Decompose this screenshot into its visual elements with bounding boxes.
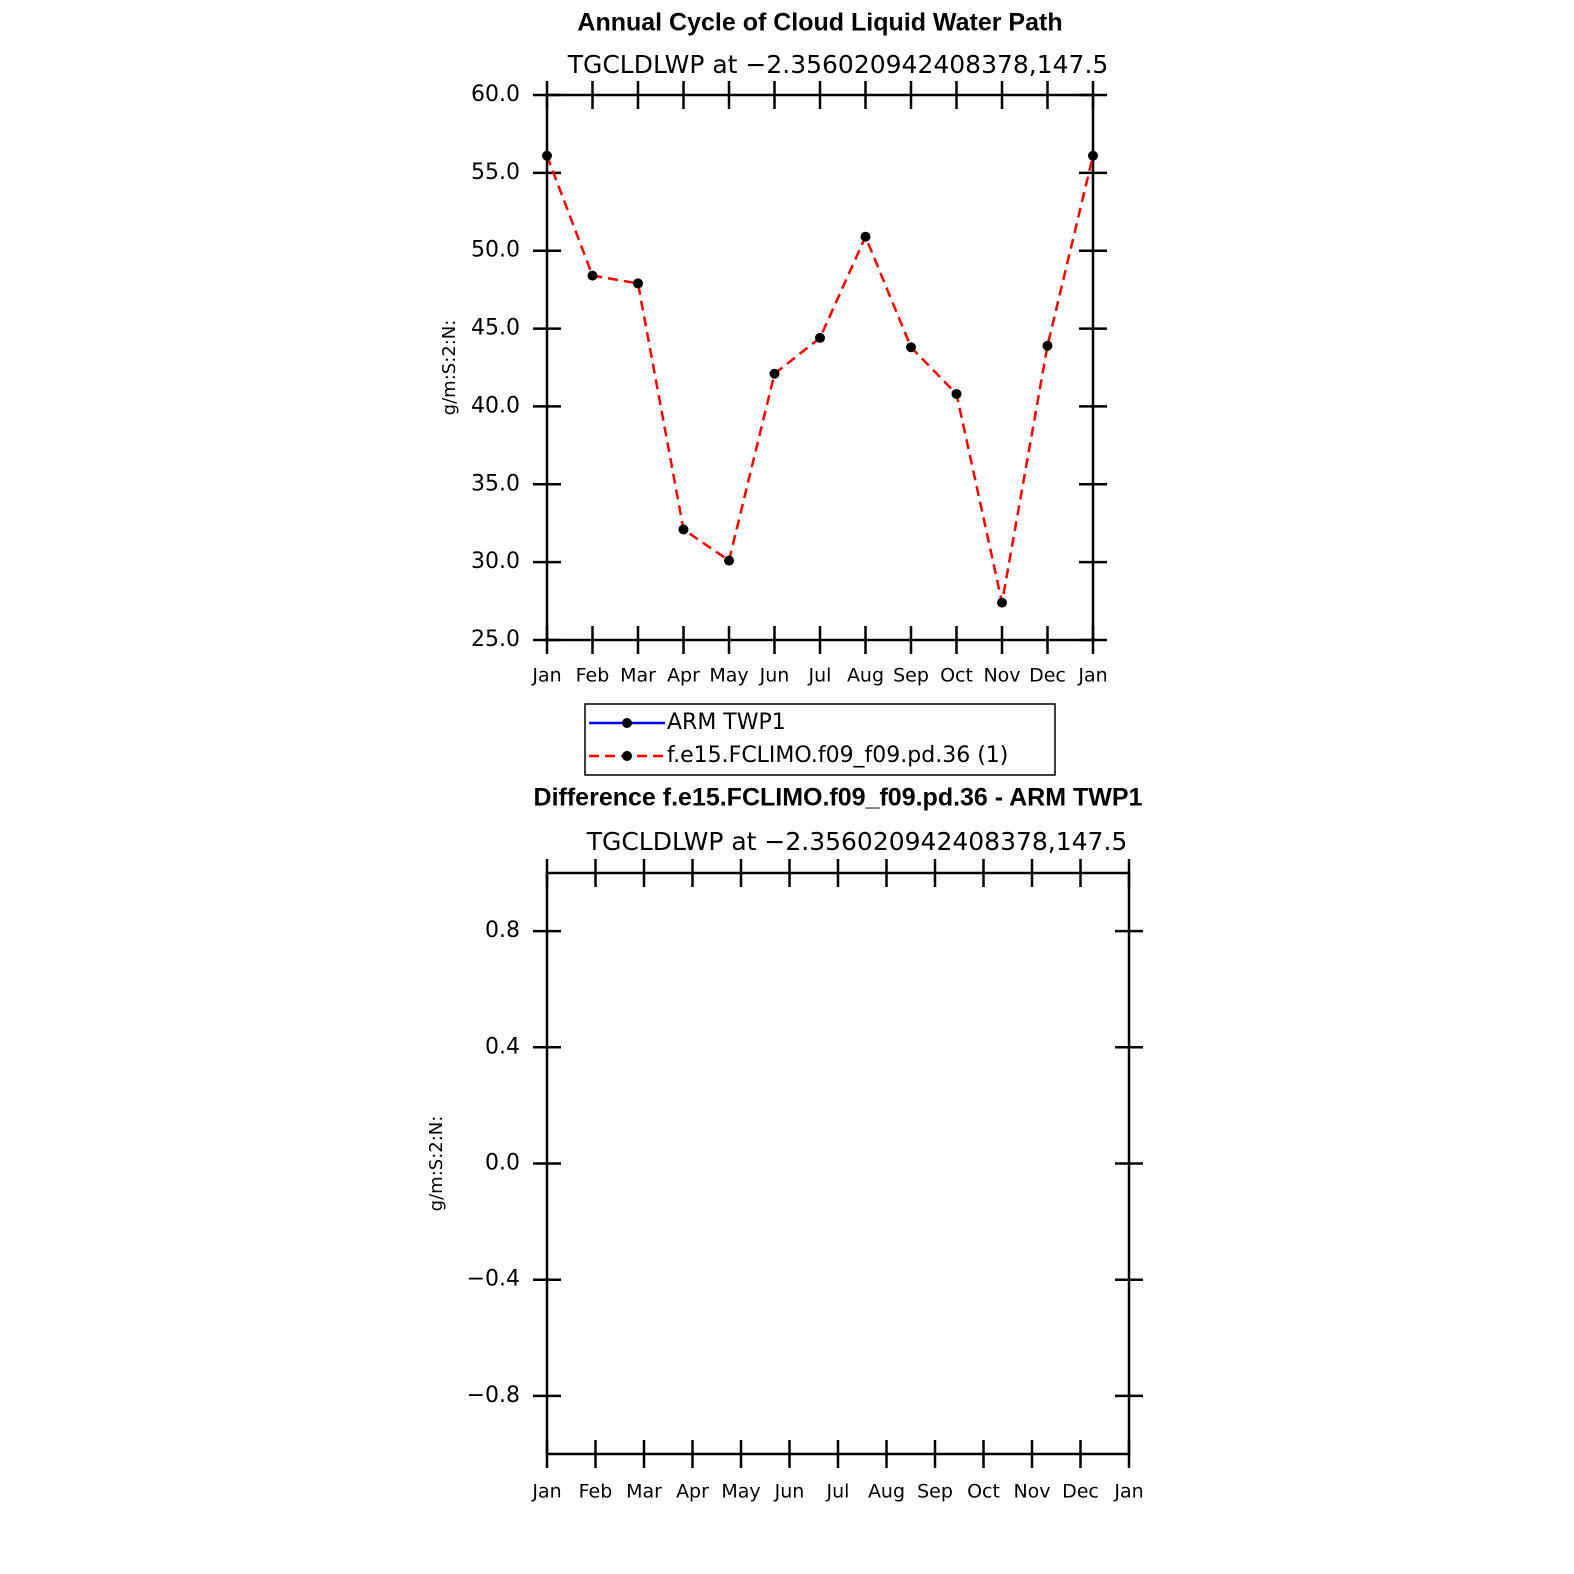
y-tick-label: 30.0 xyxy=(471,549,520,574)
chart-subtitle: TGCLDLWP at −2.356020942408378,147.5 xyxy=(567,50,1109,79)
x-tick-label: Sep xyxy=(893,665,929,687)
x-tick-label: Jul xyxy=(826,1481,850,1503)
x-tick-label: Apr xyxy=(667,665,700,687)
series-line xyxy=(545,155,1095,603)
data-point xyxy=(542,150,552,161)
x-tick-label: Aug xyxy=(868,1481,905,1503)
y-tick-label: −0.8 xyxy=(467,1383,520,1408)
y-tick-label: 55.0 xyxy=(471,160,520,185)
x-tick-label: Mar xyxy=(626,1481,662,1503)
data-point xyxy=(906,342,916,353)
legend-marker xyxy=(622,718,632,728)
chart-title: Difference f.e15.FCLIMO.f09_f09.pd.36 - … xyxy=(534,784,1143,812)
y-tick-label: 45.0 xyxy=(471,316,520,341)
y-tick-label: 0.8 xyxy=(485,918,520,943)
x-tick-label: Jan xyxy=(531,665,561,687)
x-tick-label: Dec xyxy=(1029,665,1066,687)
y-axis-label: g/m:S:2:N: xyxy=(439,320,460,416)
chart-subtitle: TGCLDLWP at −2.356020942408378,147.5 xyxy=(586,827,1128,856)
x-tick-label: May xyxy=(721,1481,760,1503)
x-tick-label: Jul xyxy=(808,665,832,687)
x-tick-label: Feb xyxy=(576,665,610,687)
x-tick-label: Aug xyxy=(847,665,884,687)
y-tick-label: 0.0 xyxy=(485,1151,520,1176)
x-tick-label: Feb xyxy=(579,1481,613,1503)
chart-title: Annual Cycle of Cloud Liquid Water Path xyxy=(577,9,1062,37)
x-tick-label: Jun xyxy=(774,1481,805,1503)
y-tick-label: 50.0 xyxy=(471,238,520,263)
data-point xyxy=(769,368,780,379)
plot-frame xyxy=(545,93,1095,642)
legend-marker xyxy=(622,751,632,761)
legend-label: ARM TWP1 xyxy=(667,710,786,735)
data-point xyxy=(951,388,962,399)
data-point xyxy=(815,332,825,343)
x-tick-label: Oct xyxy=(967,1481,1000,1503)
x-tick-label: Jan xyxy=(1113,1481,1143,1503)
y-axis-label: g/m:S:2:N: xyxy=(426,1116,447,1212)
data-point xyxy=(997,597,1007,608)
x-tick-label: Mar xyxy=(620,665,656,687)
data-point xyxy=(860,231,871,242)
plot-frame xyxy=(545,871,1131,1456)
data-point xyxy=(1088,150,1098,161)
y-tick-label: 0.4 xyxy=(485,1034,520,1059)
y-tick-label: 40.0 xyxy=(471,393,520,418)
y-tick-label: 60.0 xyxy=(471,82,520,107)
data-point xyxy=(724,555,734,566)
y-tick-label: 35.0 xyxy=(471,471,520,496)
legend-box xyxy=(584,703,1056,776)
legend-label: f.e15.FCLIMO.f09_f09.pd.36 (1) xyxy=(667,743,1008,768)
data-point xyxy=(1042,340,1053,351)
x-tick-label: Sep xyxy=(917,1481,953,1503)
x-tick-label: Nov xyxy=(1013,1481,1050,1503)
data-point xyxy=(633,278,643,289)
x-tick-label: Jan xyxy=(1077,665,1107,687)
y-tick-label: 25.0 xyxy=(471,627,520,652)
y-tick-label: −0.4 xyxy=(467,1267,520,1292)
x-tick-label: Jun xyxy=(759,665,790,687)
x-tick-label: Dec xyxy=(1062,1481,1099,1503)
data-point xyxy=(587,270,598,281)
x-tick-label: Nov xyxy=(983,665,1020,687)
data-point xyxy=(678,524,689,535)
x-tick-label: May xyxy=(709,665,748,687)
x-tick-label: Apr xyxy=(676,1481,709,1503)
x-tick-label: Jan xyxy=(531,1481,561,1503)
x-tick-label: Oct xyxy=(940,665,973,687)
